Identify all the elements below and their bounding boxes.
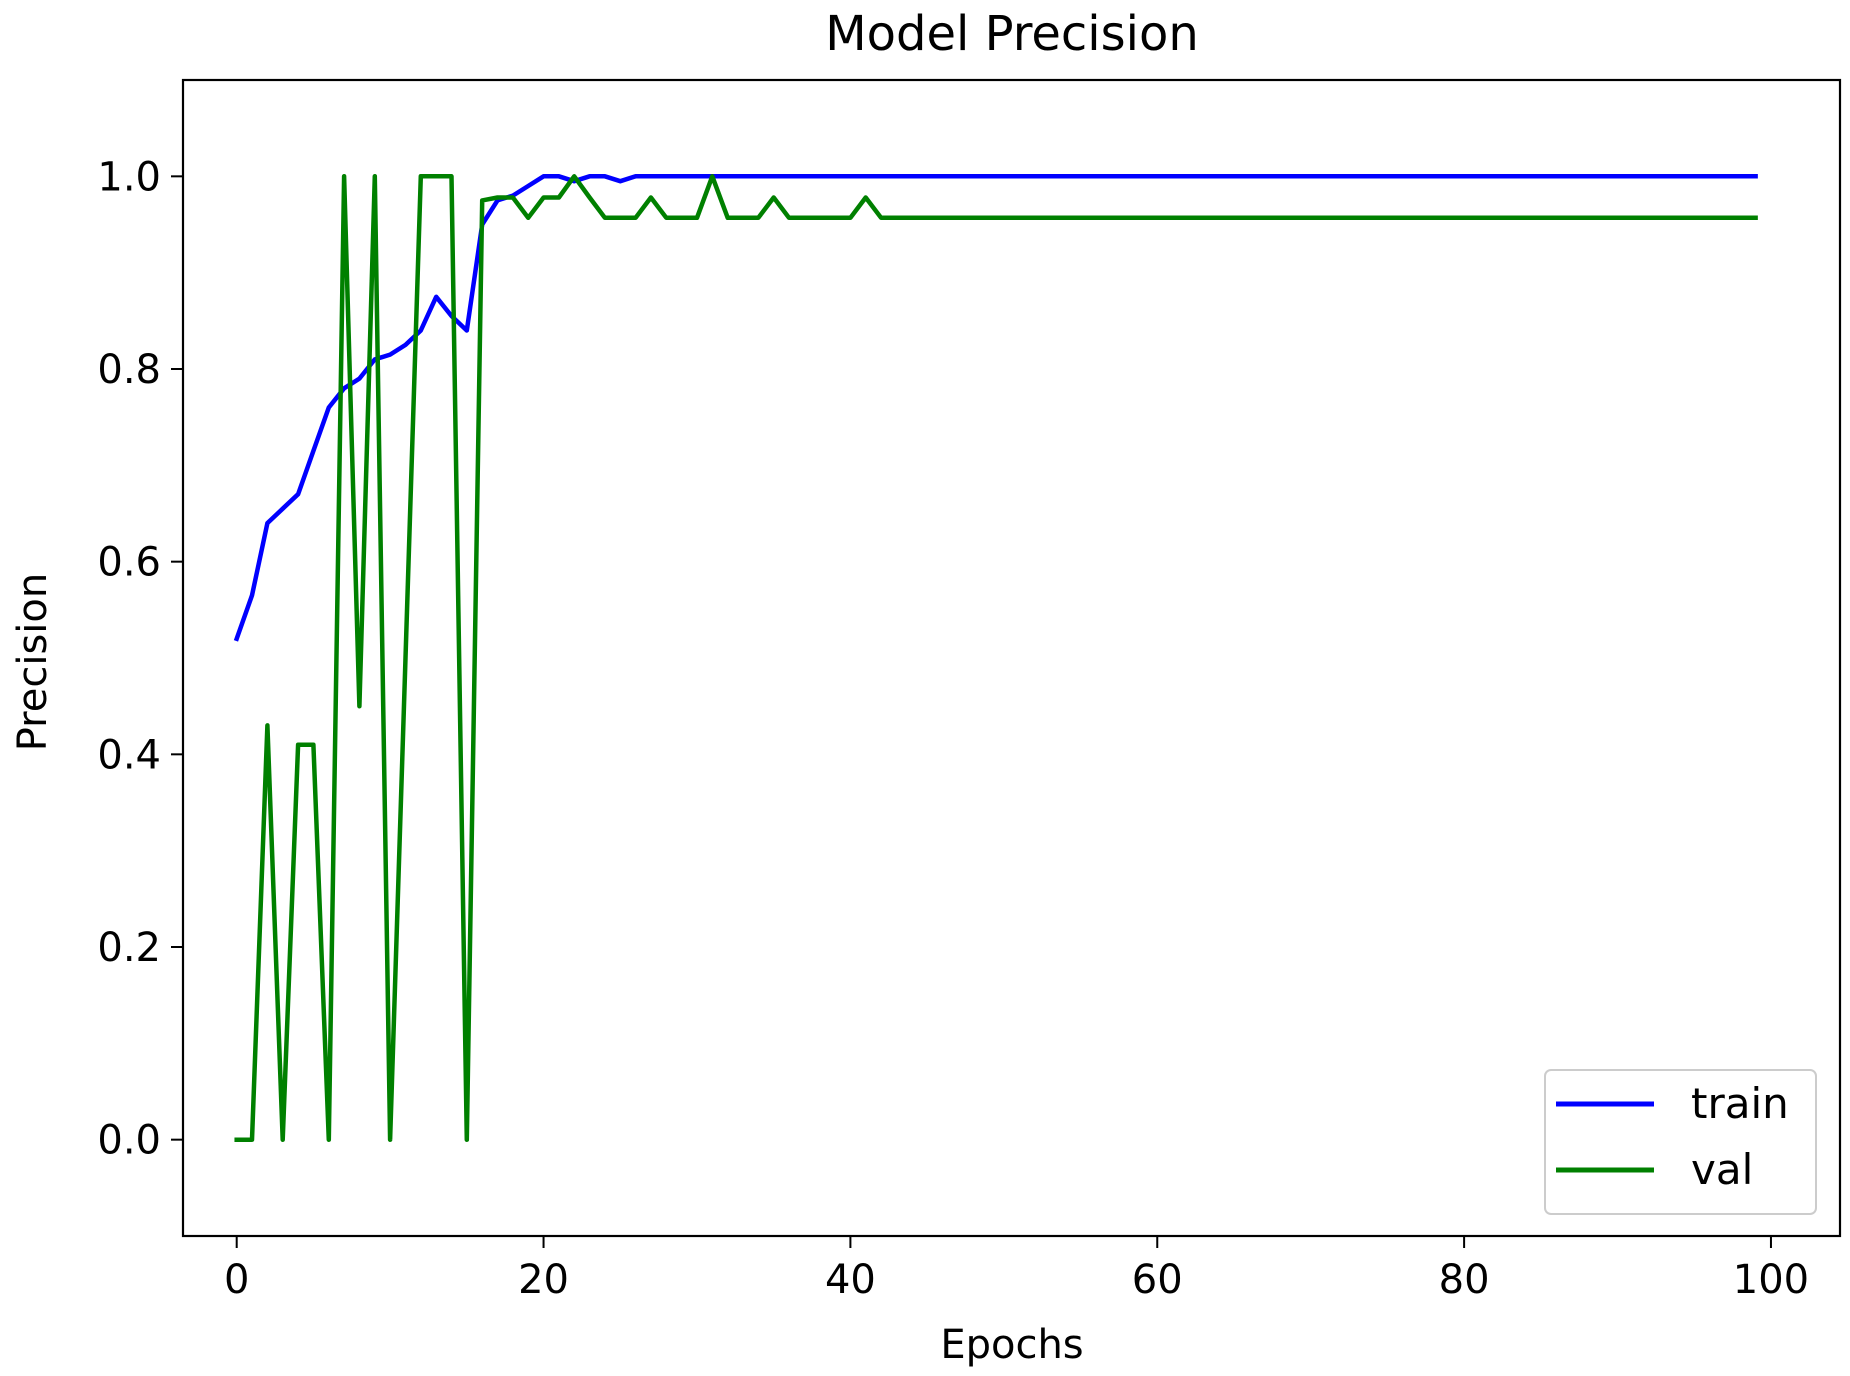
y-tick-label-1: 0.2 bbox=[97, 925, 161, 971]
y-axis-ticks: 0.0 0.2 0.4 0.6 0.8 1.0 bbox=[97, 154, 183, 1164]
y-tick-label-4: 0.8 bbox=[97, 347, 161, 393]
y-tick-label-0: 0.0 bbox=[97, 1118, 161, 1164]
legend-label-train: train bbox=[1691, 1079, 1789, 1128]
x-tick-label-3: 60 bbox=[1132, 1257, 1183, 1303]
x-tick-label-5: 100 bbox=[1733, 1257, 1809, 1303]
series-line-train bbox=[233, 174, 1758, 642]
y-axis-label: Precision bbox=[10, 573, 56, 751]
chart-title: Model Precision bbox=[825, 6, 1199, 62]
series-line-val bbox=[234, 174, 1758, 1142]
legend-label-val: val bbox=[1691, 1145, 1753, 1194]
plot-frame bbox=[181, 78, 1842, 1238]
x-tick-label-2: 40 bbox=[825, 1257, 876, 1303]
y-tick-label-3: 0.6 bbox=[97, 540, 161, 586]
series-layer bbox=[233, 174, 1758, 1142]
x-axis-label: Epochs bbox=[940, 1322, 1083, 1368]
legend: train val bbox=[1544, 1069, 1817, 1215]
x-tick-label-4: 80 bbox=[1439, 1257, 1490, 1303]
x-tick-label-0: 0 bbox=[224, 1257, 249, 1303]
y-tick-label-2: 0.4 bbox=[97, 732, 161, 778]
y-tick-label-5: 1.0 bbox=[97, 154, 161, 200]
x-tick-label-1: 20 bbox=[518, 1257, 569, 1303]
x-axis-ticks: 0 20 40 60 80 100 bbox=[224, 1236, 1809, 1303]
